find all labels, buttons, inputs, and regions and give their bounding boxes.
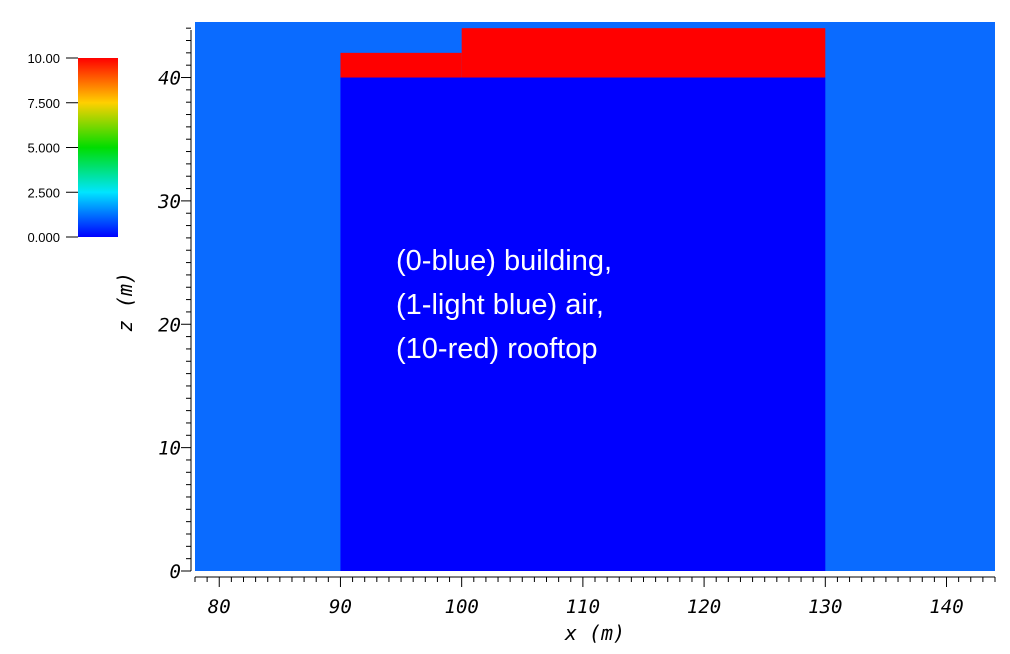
plot-regions <box>195 22 995 572</box>
x-tick-label: 90 <box>329 596 352 618</box>
y-tick-label: 0 <box>170 561 181 583</box>
x-tick-label: 80 <box>208 596 231 618</box>
x-tick-label: 110 <box>566 596 600 618</box>
x-tick-label: 130 <box>808 596 842 618</box>
colorbar-tick-label: 2.500 <box>27 185 60 200</box>
y-tick-label: 30 <box>157 191 181 213</box>
colorbar-ticks: 10.00 7.500 5.000 2.500 0.000 <box>27 51 78 245</box>
annotation-line-3: (10-red) rooftop <box>396 333 598 365</box>
annotation-line-2: (1-light blue) air, <box>396 289 604 321</box>
colorbar <box>78 58 118 237</box>
region-rooftop-2 <box>340 52 462 78</box>
colorbar-tick-label: 0.000 <box>27 230 60 245</box>
y-tick-label: 20 <box>158 314 181 336</box>
region-rooftop-3 <box>461 28 826 78</box>
x-tick-label: 100 <box>445 596 479 618</box>
y-tick-label: 10 <box>158 438 181 460</box>
colorbar-tick-label: 7.500 <box>27 96 60 111</box>
x-axis-title: x (m) <box>564 621 625 645</box>
axes: 80 90 100 110 120 130 140 0 10 20 30 40 <box>157 27 996 618</box>
colorbar-tick-label: 5.000 <box>27 141 60 156</box>
annotation-line-1: (0-blue) building, <box>396 245 612 277</box>
region-building-1 <box>340 77 826 572</box>
colorbar-tick-label: 10.00 <box>27 51 60 66</box>
y-axis-title: z (m) <box>113 272 137 332</box>
x-tick-label: 140 <box>929 596 963 618</box>
y-tick-label: 40 <box>158 68 181 90</box>
x-tick-label: 120 <box>687 596 721 618</box>
